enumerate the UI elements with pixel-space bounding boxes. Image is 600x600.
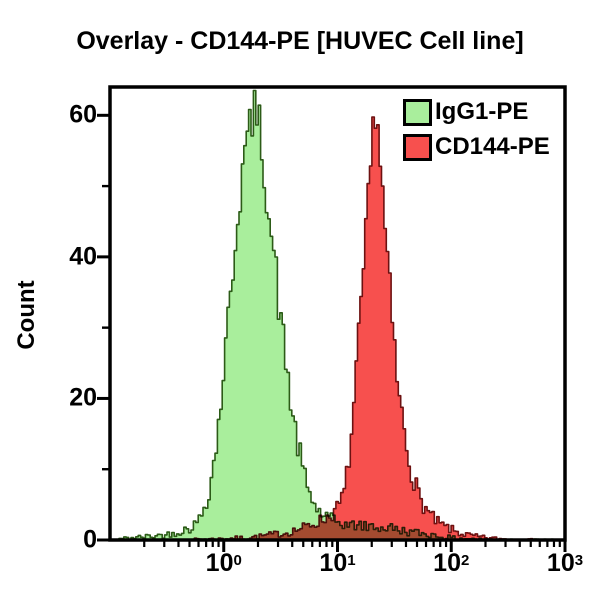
x-tick-label: 100: [205, 549, 242, 577]
legend-swatch-green: [403, 98, 432, 126]
y-tick-label: 0: [83, 525, 97, 554]
legend-item-cd144-pe: CD144-PE: [403, 133, 550, 161]
x-tick-label: 102: [433, 549, 470, 577]
legend-item-igg1-pe: IgG1-PE: [403, 98, 550, 126]
legend-label: CD144-PE: [435, 133, 550, 160]
x-tick-label: 103: [546, 549, 584, 577]
legend: IgG1-PE CD144-PE: [403, 98, 550, 168]
legend-label: IgG1-PE: [435, 98, 529, 125]
y-tick-label: 60: [69, 100, 97, 129]
chart-title: Overlay - CD144-PE [HUVEC Cell line]: [76, 27, 524, 55]
y-tick-label: 40: [69, 242, 97, 271]
histogram-cd144-pe: [188, 116, 564, 540]
y-tick-label: 20: [69, 383, 97, 412]
x-tick-label: 101: [319, 549, 356, 577]
legend-swatch-red: [403, 133, 432, 161]
